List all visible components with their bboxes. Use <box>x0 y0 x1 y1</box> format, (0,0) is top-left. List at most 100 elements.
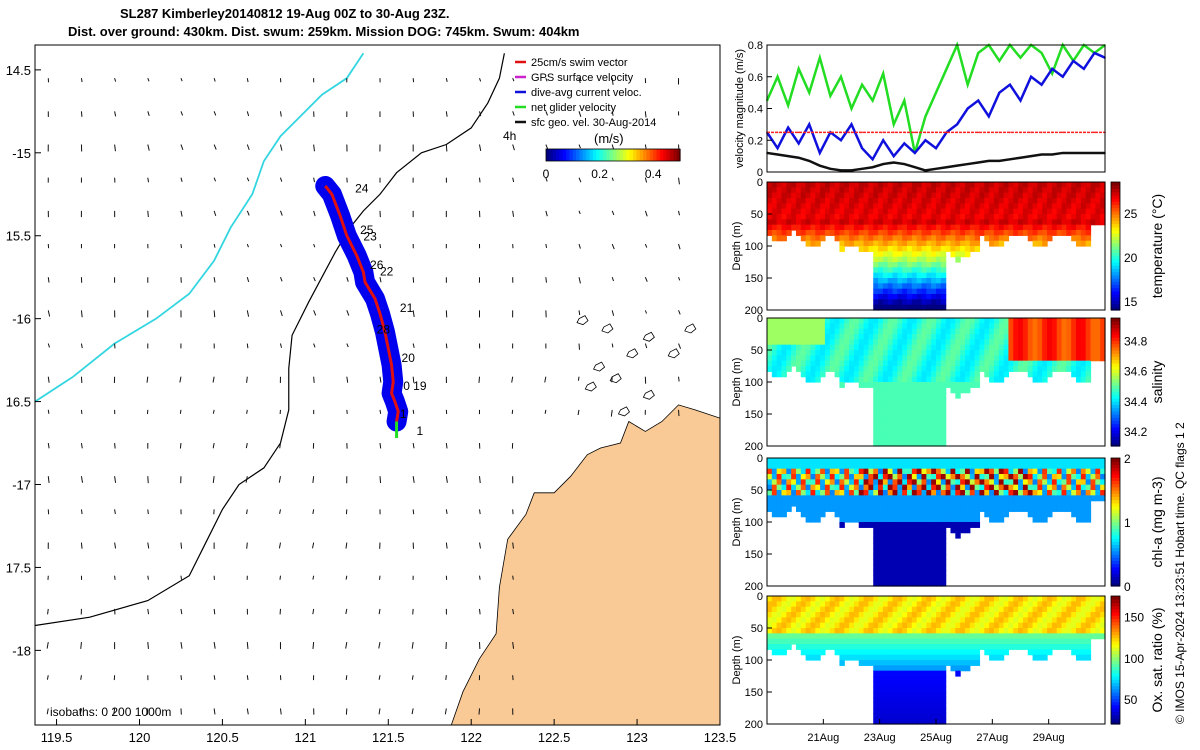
cell-temperature-56-1 <box>1037 187 1043 194</box>
cell-oxygen-42-9 <box>969 644 976 650</box>
cell-chla-36-17 <box>940 548 947 555</box>
cell-oxygen-25-8 <box>887 638 894 645</box>
cell-temperature-18-3 <box>853 198 860 204</box>
cell-chla-62-8 <box>1066 500 1072 507</box>
cbar-cell-salinity-31 <box>1111 343 1120 348</box>
cell-oxygen-25-2 <box>887 606 894 613</box>
cell-oxygen-27-15 <box>897 676 903 682</box>
cell-chla-26-19 <box>892 559 898 566</box>
cell-chla-15-6 <box>839 490 845 496</box>
cell-temperature-20-8 <box>863 224 869 231</box>
cbar-cell-chla-26 <box>1111 499 1120 504</box>
cell-temperature-20-1 <box>863 187 869 194</box>
cell-temperature-31-14 <box>916 256 923 263</box>
cell-oxygen-62-0 <box>1066 596 1072 602</box>
cell-salinity-63-3 <box>1071 334 1077 340</box>
cell-salinity-69-1 <box>1100 323 1106 330</box>
sfc-vel-arrow-323 <box>611 111 614 116</box>
cell-oxygen-11-8 <box>820 638 826 645</box>
cell-salinity-61-3 <box>1061 334 1067 340</box>
sfc-vel-arrow-284 <box>512 210 515 217</box>
day-label-0: 24 <box>355 182 369 196</box>
cell-oxygen-48-11 <box>998 654 1005 661</box>
cbar-cell-oxygen-31 <box>1111 621 1120 626</box>
cell-chla-35-2 <box>936 468 942 475</box>
cell-chla-36-10 <box>940 511 947 518</box>
cell-oxygen-38-7 <box>950 633 956 640</box>
cell-oxygen-22-8 <box>873 638 879 645</box>
cell-temperature-15-5 <box>839 208 845 215</box>
cell-oxygen-33-12 <box>926 660 932 666</box>
cell-oxygen-28-15 <box>902 676 908 682</box>
cell-salinity-1-8 <box>771 360 778 367</box>
cell-salinity-41-2 <box>964 328 971 335</box>
cell-salinity-23-21 <box>878 430 884 436</box>
cell-temperature-57-11 <box>1042 240 1048 247</box>
profile-ylabel-oxygen: Depth (m) <box>731 636 743 685</box>
cell-salinity-15-6 <box>839 350 845 356</box>
island-6 <box>617 406 631 417</box>
cell-oxygen-57-5 <box>1042 622 1048 629</box>
cell-chla-10-7 <box>815 495 821 502</box>
sfc-vel-arrow-231 <box>412 442 415 449</box>
cbar-cell-temperature-18 <box>1111 249 1120 253</box>
cell-chla-34-14 <box>931 532 937 539</box>
cell-salinity-20-7 <box>863 355 869 362</box>
cell-salinity-54-9 <box>1027 366 1034 372</box>
cell-salinity-13-7 <box>829 355 836 362</box>
cell-chla-32-15 <box>921 538 927 544</box>
cell-chla-66-6 <box>1085 490 1092 496</box>
cell-oxygen-33-5 <box>926 622 932 629</box>
cell-chla-68-7 <box>1095 495 1101 502</box>
cell-temperature-30-6 <box>911 214 918 220</box>
cell-salinity-25-1 <box>887 323 894 330</box>
cell-chla-30-20 <box>911 564 918 571</box>
profile-ytick-label-oxygen-0: 0 <box>757 591 763 603</box>
cell-temperature-32-16 <box>921 267 927 274</box>
cell-temperature-24-7 <box>882 219 889 226</box>
cell-chla-44-2 <box>979 468 985 475</box>
cell-oxygen-27-12 <box>897 660 903 666</box>
cell-oxygen-0-7 <box>767 633 773 640</box>
cell-chla-9-10 <box>810 511 816 518</box>
cell-chla-35-16 <box>936 543 942 550</box>
cell-temperature-9-1 <box>810 187 816 194</box>
cell-temperature-16-6 <box>844 214 850 220</box>
cell-temperature-28-16 <box>902 267 908 274</box>
cell-temperature-39-14 <box>955 256 961 263</box>
sfc-vel-arrow-196 <box>345 608 348 615</box>
profile-ytick-label-oxygen-4: 200 <box>745 719 763 731</box>
velocity-point-1-16 <box>935 147 937 149</box>
profile-ytick-label-salinity-0: 0 <box>757 313 763 325</box>
cell-temperature-66-1 <box>1085 187 1092 194</box>
cell-temperature-0-0 <box>767 182 773 188</box>
cell-salinity-11-2 <box>820 328 826 335</box>
cell-chla-54-5 <box>1027 484 1034 491</box>
cell-oxygen-33-1 <box>926 601 932 608</box>
cell-chla-24-14 <box>882 532 889 539</box>
cell-temperature-48-9 <box>998 230 1005 236</box>
cell-salinity-26-1 <box>892 323 898 330</box>
cell-temperature-39-12 <box>955 246 961 252</box>
cell-temperature-27-10 <box>897 235 903 242</box>
cell-salinity-37-5 <box>945 344 952 351</box>
cell-oxygen-20-10 <box>863 649 869 656</box>
cell-temperature-29-17 <box>907 272 913 279</box>
cell-oxygen-29-19 <box>907 697 913 704</box>
cell-salinity-12-1 <box>824 323 831 330</box>
cell-oxygen-21-0 <box>868 596 874 602</box>
cell-salinity-53-2 <box>1022 328 1029 335</box>
cell-salinity-3-4 <box>781 339 787 346</box>
cell-oxygen-28-22 <box>902 713 908 720</box>
cell-temperature-17-11 <box>849 240 855 247</box>
cell-temperature-61-6 <box>1061 214 1067 220</box>
cell-chla-32-1 <box>921 463 927 470</box>
cbar-cell-oxygen-39 <box>1111 596 1120 600</box>
cell-oxygen-7-1 <box>800 601 807 608</box>
cell-chla-58-0 <box>1047 458 1053 464</box>
cell-oxygen-14-9 <box>834 644 841 650</box>
cell-oxygen-65-1 <box>1080 601 1087 608</box>
cell-chla-34-9 <box>931 506 937 512</box>
velocity-point-1-30 <box>1083 68 1085 70</box>
cell-temperature-7-3 <box>800 198 807 204</box>
